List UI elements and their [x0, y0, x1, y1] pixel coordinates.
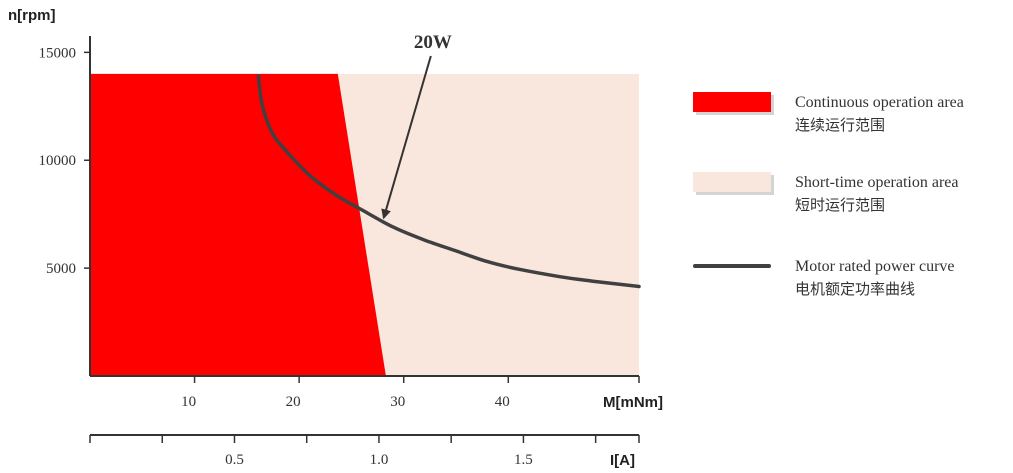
legend-swatch-short-time [693, 172, 771, 192]
x-current-tick-label-1-5: 1.5 [514, 452, 533, 468]
series-motor-rated-power-curve [256, 74, 641, 289]
legend-label-continuous: Continuous operation area [795, 94, 964, 111]
x-torque-tick-label-10: 10 [181, 394, 196, 410]
annotation-label-20w: 20W [414, 32, 452, 53]
annotation-arrow-20w [381, 55, 432, 220]
y-tick-label-10000: 10000 [39, 153, 77, 169]
x-current-tick-label-0-5: 0.5 [225, 452, 244, 468]
legend-swatch-continuous [693, 92, 771, 112]
x-torque-tick-label-20: 20 [286, 394, 301, 410]
x-torque-tick-label-40: 40 [495, 394, 510, 410]
legend-label-short-time: Short-time operation area [795, 174, 959, 191]
y-axis-title: n[rpm] [8, 7, 56, 24]
y-tick-label-5000: 5000 [46, 261, 76, 277]
y-tick-label-15000: 15000 [39, 45, 77, 61]
legend-label-power-curve: Motor rated power curve [795, 258, 955, 275]
x-torque-tick-label-30: 30 [390, 394, 405, 410]
legend-label-power-curve-zh: 电机额定功率曲线 [795, 280, 916, 298]
x-current-tick-label-1: 1.0 [370, 452, 389, 468]
x-axis-torque-title: M[mNm] [603, 394, 663, 411]
legend-label-short-time-zh: 短时运行范围 [795, 196, 886, 214]
legend-label-continuous-zh: 连续运行范围 [795, 116, 886, 134]
x-axis-current-title: I[A] [610, 452, 635, 469]
area-continuous-operation-area [90, 73, 386, 377]
legend-swatch-power-curve [693, 264, 771, 268]
